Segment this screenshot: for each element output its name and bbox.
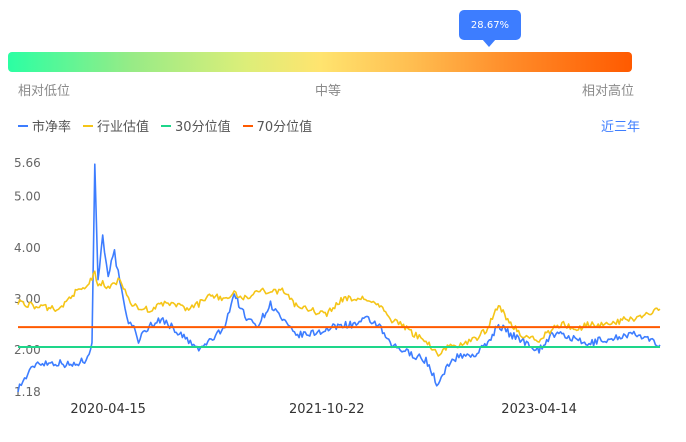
- legend-item-industry[interactable]: 行业估值: [83, 116, 149, 135]
- legend-label-p30: 30分位值: [175, 120, 231, 135]
- gauge-low-label: 相对低位: [18, 84, 71, 99]
- legend-label-industry: 行业估值: [97, 120, 150, 135]
- y-tick-label: 1.18: [14, 385, 41, 399]
- percentile-bubble: 28.67%: [459, 10, 521, 47]
- legend-swatch-industry: [83, 124, 94, 127]
- legend-label-pb: 市净率: [32, 120, 72, 135]
- percentile-label: 28.67%: [470, 19, 510, 31]
- y-tick-label: 5.66: [14, 156, 41, 170]
- legend-swatch-pb: [18, 124, 28, 127]
- chart-legend: 市净率 行业估值 30分位值 70分位值: [18, 116, 324, 135]
- y-tick-label: 4.00: [14, 241, 41, 255]
- gauge-high-label: 相对高位: [582, 84, 635, 99]
- period-selector[interactable]: 近三年: [600, 120, 640, 135]
- legend-label-p70: 70分位值: [256, 120, 313, 135]
- legend-swatch-p30: [161, 124, 172, 127]
- x-tick-label: 2021-10-22: [289, 402, 365, 417]
- y-tick-label: 2.00: [14, 343, 41, 357]
- y-tick-label: 3.00: [14, 292, 41, 306]
- pb-ratio-line: [17, 163, 661, 393]
- gauge-mid-label: 中等: [315, 84, 342, 99]
- legend-item-p30[interactable]: 30分位值: [161, 116, 231, 135]
- valuation-gauge-bar: [8, 52, 632, 72]
- legend-item-pb[interactable]: 市净率: [18, 116, 71, 135]
- legend-item-p70[interactable]: 70分位值: [242, 116, 313, 135]
- industry-valuation-line: [17, 270, 661, 357]
- x-tick-label: 2020-04-15: [70, 402, 146, 417]
- legend-swatch-p70: [242, 124, 253, 127]
- y-tick-label: 5.00: [14, 190, 41, 204]
- x-tick-label: 2023-04-14: [501, 402, 577, 417]
